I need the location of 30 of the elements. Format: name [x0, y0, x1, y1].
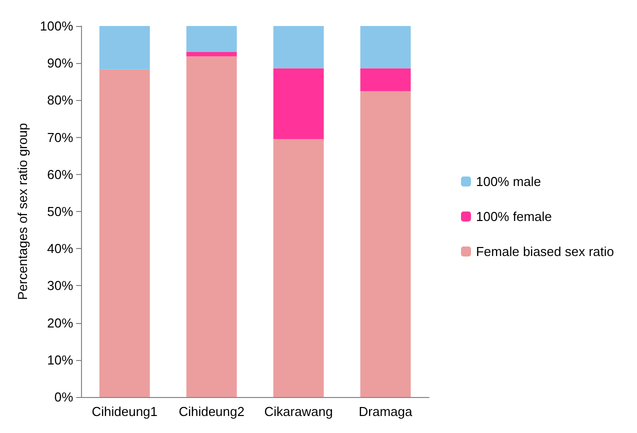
- y-tick-label: 20%: [47, 315, 74, 330]
- legend-label: 100% female: [476, 209, 552, 224]
- legend-label: Female biased sex ratio: [476, 244, 614, 259]
- bar: [273, 26, 324, 68]
- bar: [186, 52, 237, 56]
- y-tick-label: 10%: [47, 352, 74, 368]
- bar: [186, 26, 237, 52]
- y-tick-label: 60%: [47, 166, 74, 182]
- y-tick-label: 90%: [47, 56, 74, 71]
- x-tick-label: Dramaga: [358, 404, 414, 419]
- bar: [360, 26, 411, 68]
- y-tick-label: 100%: [40, 18, 74, 34]
- bar: [273, 139, 324, 397]
- x-tick-label: Cihideung2: [178, 404, 244, 419]
- x-tick-label: Cihideung1: [92, 404, 158, 419]
- y-tick-label: 30%: [47, 278, 74, 294]
- bar: [273, 68, 324, 140]
- bar: [360, 68, 411, 92]
- x-tick-label: Cikarawang: [264, 404, 333, 419]
- bar: [99, 69, 150, 397]
- bar: [360, 91, 411, 397]
- y-tick-label: 50%: [47, 204, 74, 219]
- bar: [99, 26, 150, 70]
- y-tick-label: 70%: [47, 130, 74, 145]
- y-axis-title: Percentages of sex ratio group: [15, 122, 30, 300]
- legend-label: 100% male: [476, 174, 542, 189]
- bar: [186, 56, 237, 397]
- y-tick-label: 0%: [54, 390, 74, 404]
- y-tick-label: 80%: [47, 92, 74, 108]
- y-tick-label: 40%: [47, 241, 74, 256]
